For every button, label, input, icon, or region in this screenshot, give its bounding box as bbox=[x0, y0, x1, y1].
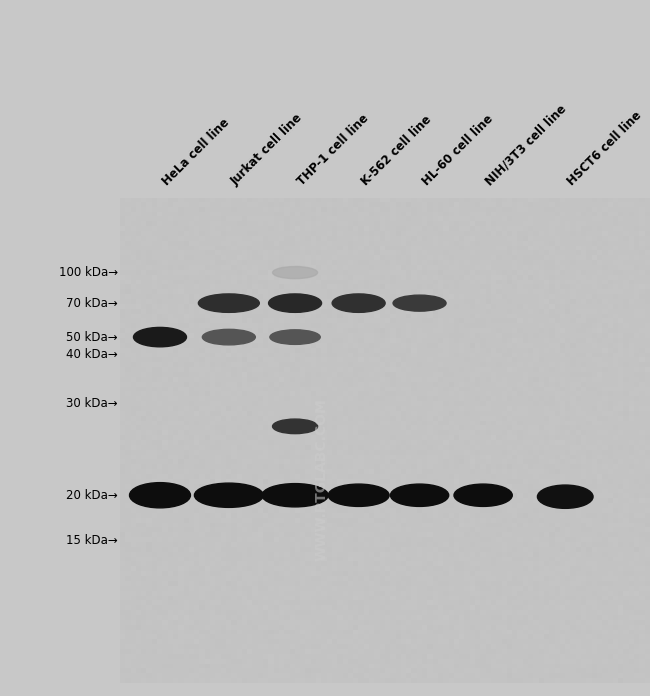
Ellipse shape bbox=[393, 295, 446, 311]
Ellipse shape bbox=[198, 294, 259, 313]
Ellipse shape bbox=[538, 485, 593, 508]
Text: 40 kDa→: 40 kDa→ bbox=[66, 348, 118, 361]
Text: 15 kDa→: 15 kDa→ bbox=[66, 534, 118, 547]
Text: K-562 cell line: K-562 cell line bbox=[359, 113, 434, 189]
Text: HSCT6 cell line: HSCT6 cell line bbox=[566, 109, 645, 189]
Ellipse shape bbox=[194, 483, 263, 507]
Ellipse shape bbox=[391, 484, 448, 507]
Ellipse shape bbox=[272, 267, 318, 278]
Ellipse shape bbox=[328, 484, 389, 507]
Ellipse shape bbox=[454, 484, 512, 507]
Ellipse shape bbox=[133, 327, 187, 347]
Text: HL-60 cell line: HL-60 cell line bbox=[419, 113, 495, 189]
Ellipse shape bbox=[272, 419, 318, 434]
Text: 50 kDa→: 50 kDa→ bbox=[66, 331, 118, 344]
Ellipse shape bbox=[332, 294, 385, 313]
Text: 100 kDa→: 100 kDa→ bbox=[58, 266, 118, 279]
Ellipse shape bbox=[268, 294, 322, 313]
Ellipse shape bbox=[202, 329, 255, 345]
Text: NIH/3T3 cell line: NIH/3T3 cell line bbox=[483, 102, 569, 189]
Text: HeLa cell line: HeLa cell line bbox=[160, 116, 232, 189]
Text: 20 kDa→: 20 kDa→ bbox=[66, 489, 118, 502]
Text: 30 kDa→: 30 kDa→ bbox=[66, 397, 118, 409]
Text: 70 kDa→: 70 kDa→ bbox=[66, 296, 118, 310]
Ellipse shape bbox=[270, 330, 320, 345]
Text: THP-1 cell line: THP-1 cell line bbox=[295, 112, 371, 189]
Text: Jurkat cell line: Jurkat cell line bbox=[229, 112, 306, 189]
Ellipse shape bbox=[129, 482, 190, 508]
Ellipse shape bbox=[262, 484, 328, 507]
Text: WWW.PTGLABC.COM: WWW.PTGLABC.COM bbox=[315, 398, 328, 561]
